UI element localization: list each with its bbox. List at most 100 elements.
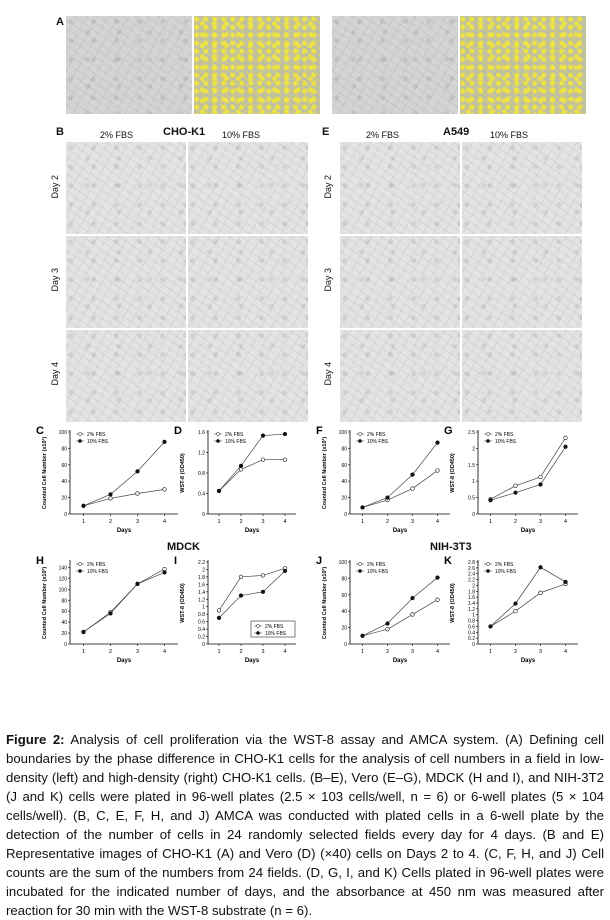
data-point xyxy=(216,608,222,613)
data-point xyxy=(488,498,493,503)
y-axis-label: WST-8 (OD450) xyxy=(180,453,186,493)
series-line-1 xyxy=(83,572,165,633)
y-tick-label: 40 xyxy=(61,479,67,485)
y-tick-label: 80 xyxy=(341,576,347,582)
y-tick-label: 2.2 xyxy=(198,560,205,566)
y-tick-label: 20 xyxy=(341,626,347,632)
x-tick-label: 2 xyxy=(239,519,242,525)
data-point xyxy=(108,496,113,501)
x-axis-label: Days xyxy=(117,528,132,534)
y-tick-label: 40 xyxy=(61,620,67,626)
data-point xyxy=(538,590,543,595)
series-line-1 xyxy=(362,577,438,637)
y-tick-label: 0.8 xyxy=(198,612,205,618)
y-axis-label: WST-8 (OD450) xyxy=(180,583,186,623)
y-tick-label: 0 xyxy=(344,512,347,518)
y-tick-label: 40 xyxy=(341,479,347,485)
series-line-1 xyxy=(490,446,566,501)
y-tick-label: 1 xyxy=(472,613,475,619)
x-tick-label: 2 xyxy=(386,519,389,525)
data-point xyxy=(563,435,568,441)
legend-marker xyxy=(216,432,220,436)
legend-box xyxy=(250,620,296,638)
data-point xyxy=(435,597,440,602)
y-tick-label: 0.8 xyxy=(198,471,205,477)
data-point xyxy=(135,469,140,474)
data-point xyxy=(360,505,365,510)
micrograph-a-high-density xyxy=(332,16,458,114)
y-tick-label: 60 xyxy=(61,463,67,469)
x-tick-label: 4 xyxy=(436,649,439,655)
day-label-e-3: Day 3 xyxy=(323,268,333,292)
x-tick-label: 2 xyxy=(239,649,242,655)
x-tick-label: 1 xyxy=(82,649,85,655)
y-tick-label: 0.4 xyxy=(468,630,475,636)
data-point xyxy=(81,629,86,635)
data-point xyxy=(135,581,140,586)
x-axis-label: Days xyxy=(245,528,260,534)
y-tick-label: 1.2 xyxy=(468,607,475,613)
micrograph-e-day3-2fbs xyxy=(340,236,460,328)
data-point xyxy=(282,431,288,437)
x-axis-label: Days xyxy=(393,658,408,664)
chart-c: C 0 20 40 60 80 100 1 2 3 4 Days Counted Cell Number… xyxy=(36,425,178,534)
data-point xyxy=(282,457,288,462)
panel-letter: J xyxy=(316,555,322,567)
x-tick-label: 4 xyxy=(436,519,439,525)
legend-marker xyxy=(486,439,490,443)
x-tick-label: 3 xyxy=(136,519,139,525)
x-tick-label: 3 xyxy=(539,649,542,655)
legend-marker xyxy=(78,562,82,566)
data-point xyxy=(260,433,266,438)
data-point xyxy=(513,483,518,488)
x-tick-label: 1 xyxy=(82,519,85,525)
y-tick-label: 0.5 xyxy=(468,496,475,502)
panel-letter: F xyxy=(316,425,323,437)
panel-letter: H xyxy=(36,555,44,567)
legend-marker xyxy=(358,432,362,436)
legend-label: 10% FBS xyxy=(367,569,389,575)
legend-marker xyxy=(78,569,82,573)
y-tick-label: 2.6 xyxy=(468,566,475,572)
panel-letter-b: B xyxy=(56,126,64,138)
data-point xyxy=(410,612,415,617)
y-tick-label: 140 xyxy=(59,565,68,571)
data-point xyxy=(108,610,113,615)
x-tick-label: 4 xyxy=(564,649,567,655)
data-point xyxy=(260,573,266,578)
x-tick-label: 3 xyxy=(261,649,264,655)
legend-label: 2% FBS xyxy=(367,562,386,568)
y-tick-label: 0 xyxy=(202,642,205,648)
y-tick-label: 0 xyxy=(202,512,205,518)
series-line-1 xyxy=(490,566,566,627)
y-tick-label: 2 xyxy=(472,446,475,452)
y-tick-label: 1.6 xyxy=(198,582,205,588)
panel-letter: I xyxy=(174,555,177,567)
y-tick-label: 80 xyxy=(61,446,67,452)
legend-marker xyxy=(216,439,220,443)
series-line-0 xyxy=(83,489,165,507)
data-point xyxy=(162,487,167,492)
legend-label: 2% FBS xyxy=(87,432,106,438)
data-point xyxy=(260,457,266,462)
chart-i: I00.20.40.60.811.21.41.61.822.21 2 3 4DaysW… xyxy=(174,555,296,664)
legend-label: 10% FBS xyxy=(87,569,109,575)
legend-label: 2% FBS xyxy=(87,562,106,568)
panel-letter: G xyxy=(444,425,453,437)
x-tick-label: 3 xyxy=(136,649,139,655)
y-tick-label: 100 xyxy=(59,587,68,593)
x-tick-label: 4 xyxy=(283,519,286,525)
data-point xyxy=(538,565,543,570)
col-head-b-2fbs: 2% FBS xyxy=(100,130,134,140)
data-point xyxy=(360,633,365,638)
day-label-b-3: Day 3 xyxy=(50,268,60,292)
x-tick-label: 1 xyxy=(361,649,364,655)
series-line-0 xyxy=(218,459,285,492)
panel-letter: K xyxy=(444,555,452,567)
chart-d: D 0 0.4 0.8 1.2 1.6 1 2 3 4 Days WST-8 (OD450) 2% FB… xyxy=(174,425,296,534)
data-point xyxy=(385,621,390,626)
data-point xyxy=(238,574,244,580)
data-point xyxy=(538,482,543,487)
data-point xyxy=(385,627,390,632)
panel-letter: D xyxy=(174,425,182,437)
